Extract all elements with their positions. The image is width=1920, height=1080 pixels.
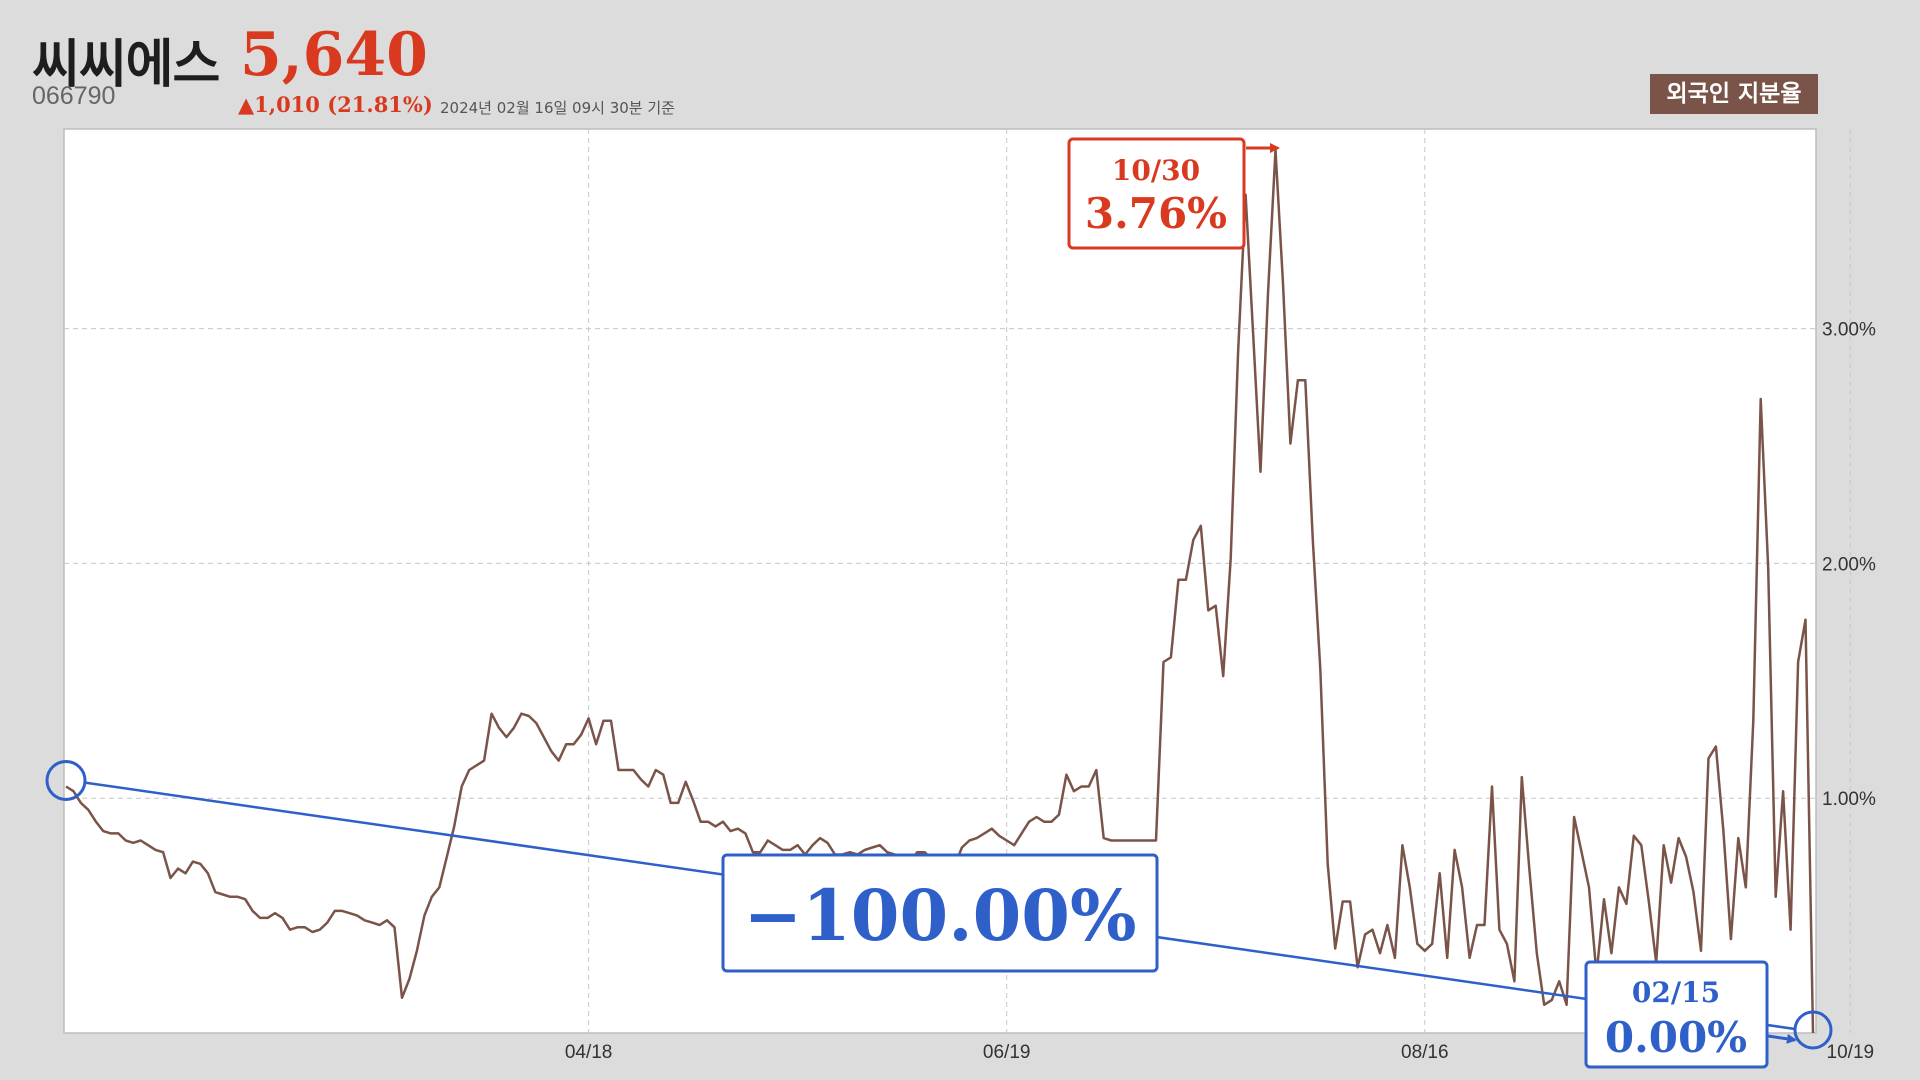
stock-change: ▲1,010 (21.81%) xyxy=(238,92,433,117)
x-tick-label: 06/19 xyxy=(983,1042,1031,1063)
max-value-label: 3.76% xyxy=(1085,189,1227,238)
stock-code: 066790 xyxy=(32,82,116,110)
chart-type-badge: 외국인 지분율 xyxy=(1650,74,1818,114)
x-gridlines xyxy=(588,129,1851,1033)
y-tick-label: 2.00% xyxy=(1822,554,1876,575)
chart-header: 씨씨에스 5,640 066790 ▲1,010 (21.81%) 2024년 … xyxy=(0,0,1920,128)
start-point-marker xyxy=(45,759,87,801)
timestamp: 2024년 02월 16일 09시 30분 기준 xyxy=(440,99,675,117)
stock-price: 5,640 xyxy=(240,20,428,90)
x-tick-label: 04/18 xyxy=(565,1042,613,1063)
max-annotation: 10/30 3.76% xyxy=(1067,137,1280,250)
stock-name: 씨씨에스 xyxy=(32,35,220,95)
max-date-label: 10/30 xyxy=(1112,154,1200,187)
last-annotation: 02/15 0.00% xyxy=(1584,960,1797,1069)
x-tick-label: 08/16 xyxy=(1401,1042,1449,1063)
end-point-marker xyxy=(1793,1010,1833,1050)
y-tick-label: 3.00% xyxy=(1822,320,1876,341)
last-date-label: 02/15 xyxy=(1632,976,1720,1009)
x-tick-label: 10/19 xyxy=(1827,1042,1875,1063)
last-value-label: 0.00% xyxy=(1605,1013,1747,1062)
change-pct-label: −100.00% xyxy=(743,874,1136,957)
y-tick-labels: 1.00% 2.00% 3.00% xyxy=(1822,320,1876,811)
y-tick-label: 1.00% xyxy=(1822,789,1876,810)
change-annotation: −100.00% xyxy=(721,853,1159,973)
